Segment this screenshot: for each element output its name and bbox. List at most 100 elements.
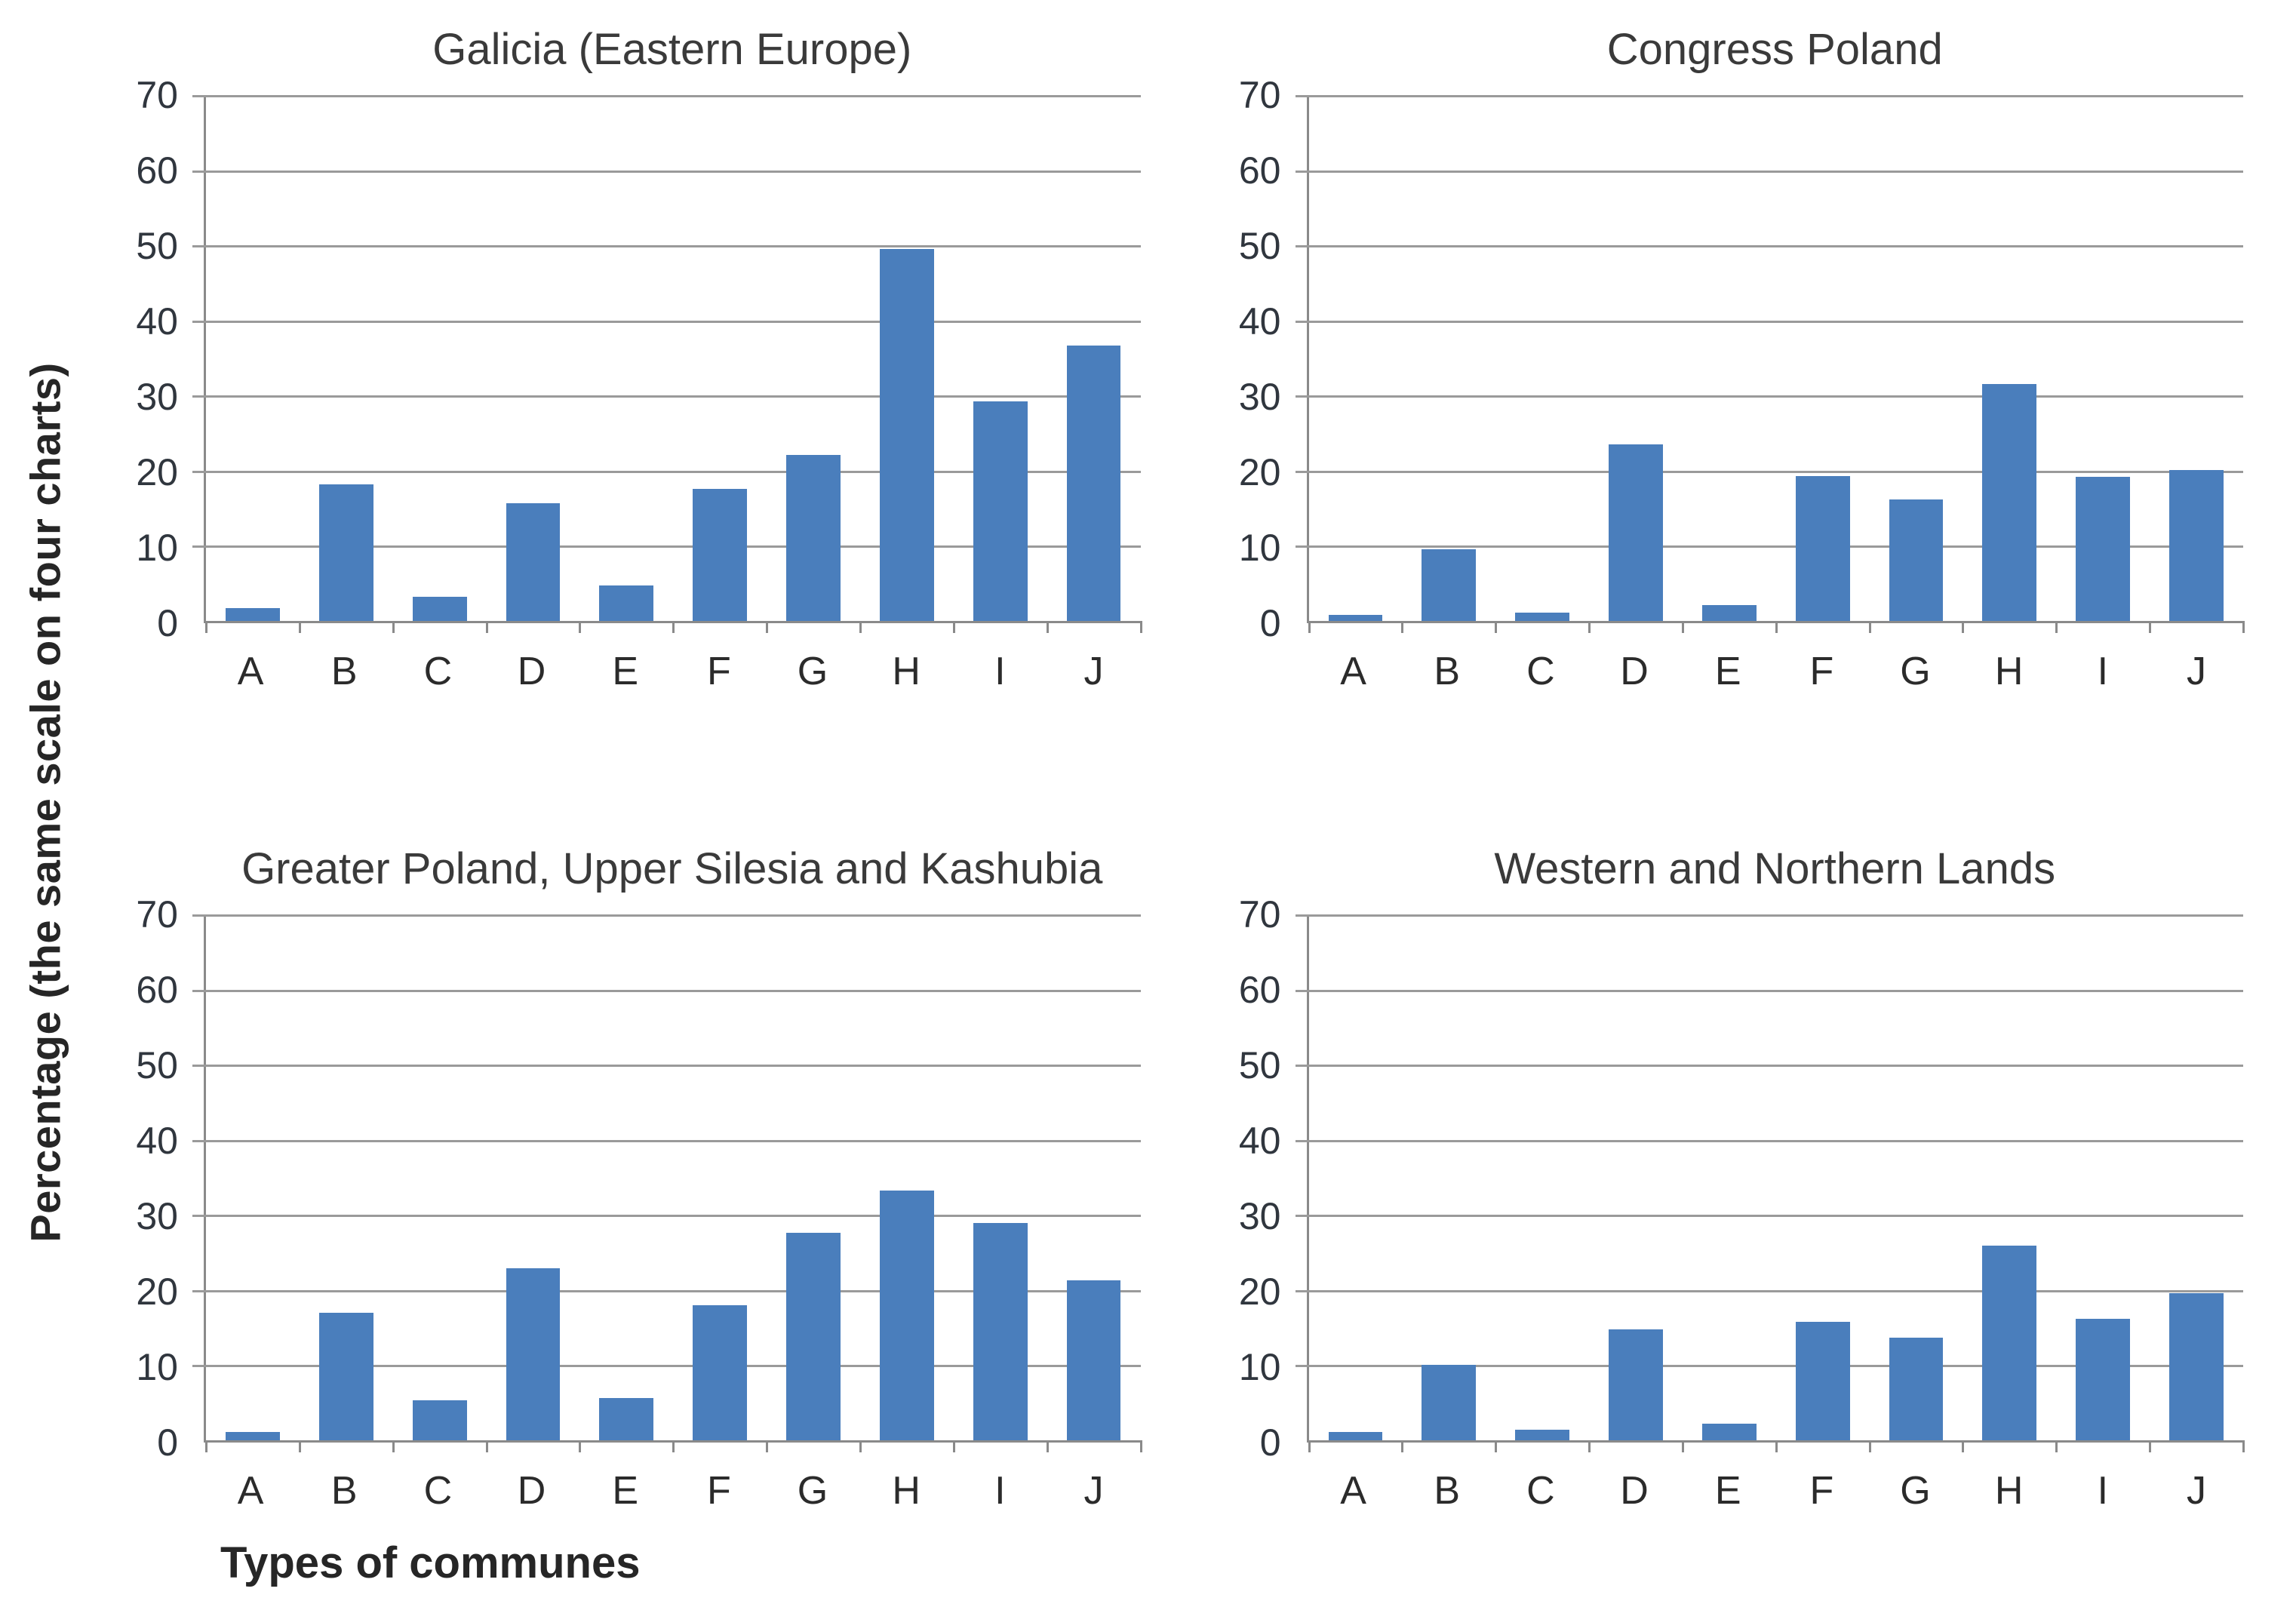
y-axis-title: Percentage (the same scale on four chart…	[0, 0, 91, 1604]
chart-galicia-eastern-europe: Galicia (Eastern Europe) 70 60 50 40 30 20 10 0…	[91, 0, 1194, 779]
x-axis-tick-mark	[1681, 621, 1684, 633]
x-tick-label-h: H	[1994, 650, 2024, 693]
x-tick-label-g: G	[797, 650, 828, 693]
bar-a	[226, 1432, 280, 1440]
x-axis-tick-mark	[2242, 1440, 2245, 1452]
bar-d	[1609, 444, 1663, 621]
x-axis-tick-labels: A B C D E F G H I J	[1307, 644, 2244, 699]
x-axis-tick-mark	[1139, 1440, 1142, 1452]
x-tick-label-j: J	[2186, 1469, 2206, 1513]
bar-g	[1889, 1337, 1944, 1440]
bar-h	[1982, 1246, 2037, 1440]
x-axis-tick-mark	[1868, 621, 1871, 633]
x-tick-label-f: F	[1809, 650, 1834, 693]
x-axis-tick-mark	[1139, 621, 1142, 633]
bar-j	[2169, 1292, 2224, 1440]
gridline-20	[192, 470, 1141, 473]
x-tick-label-g: G	[1900, 1469, 1931, 1513]
gridline-30	[192, 1215, 1141, 1218]
gridline-70	[1295, 914, 2243, 917]
bar-i	[973, 401, 1028, 621]
bar-b	[318, 484, 373, 621]
bar-e	[1701, 1424, 1757, 1440]
x-tick-label-d: D	[1620, 650, 1649, 693]
bar-c	[412, 597, 467, 621]
x-axis-tick-mark	[672, 621, 675, 633]
bar-g	[786, 1233, 841, 1440]
y-tick-label-40: 40	[1238, 1120, 1281, 1162]
gridline-70	[192, 95, 1141, 97]
plot-area	[192, 914, 1142, 1452]
bar-h	[879, 249, 934, 621]
bar-f	[1795, 475, 1850, 621]
gridline-50	[1295, 245, 2243, 248]
x-tick-label-e: E	[612, 650, 639, 693]
x-axis-tick-mark	[1775, 621, 1778, 633]
x-axis-tick-mark	[2149, 1440, 2152, 1452]
y-tick-label-10: 10	[136, 1346, 178, 1388]
bar-j	[1066, 345, 1121, 621]
x-tick-label-e: E	[1714, 1469, 1741, 1513]
y-tick-label-60: 60	[1238, 969, 1281, 1011]
x-axis-tick-mark	[766, 621, 769, 633]
x-axis-tick-mark	[1962, 1440, 1965, 1452]
y-tick-label-50: 50	[136, 1044, 178, 1086]
gridline-10	[192, 1365, 1141, 1368]
x-axis-tick-mark	[2055, 1440, 2058, 1452]
x-axis-tick-mark	[1588, 1440, 1591, 1452]
bar-i	[973, 1223, 1028, 1440]
y-axis-tick-labels: 70 60 50 40 30 20 10 0	[91, 893, 204, 1464]
bar-a	[1328, 1432, 1383, 1440]
x-tick-label-f: F	[1809, 1469, 1834, 1513]
y-tick-label-10: 10	[1238, 1346, 1281, 1388]
x-axis-tick-mark	[1868, 1440, 1871, 1452]
bar-j	[1066, 1280, 1121, 1440]
bar-f	[693, 1304, 748, 1440]
chart-body: 70 60 50 40 30 20 10 0	[1194, 893, 2296, 1464]
gridline-50	[1295, 1065, 2243, 1068]
y-tick-label-60: 60	[136, 149, 178, 192]
gridline-40	[192, 320, 1141, 323]
gridline-10	[1295, 545, 2243, 548]
x-tick-label-d: D	[1620, 1469, 1649, 1513]
y-tick-label-70: 70	[136, 74, 178, 116]
x-tick-label-b: B	[330, 1469, 358, 1513]
x-tick-label-h: H	[892, 650, 921, 693]
x-axis-tick-mark	[766, 1440, 769, 1452]
y-tick-label-0: 0	[1259, 602, 1281, 644]
y-tick-label-30: 30	[136, 1195, 178, 1237]
bar-b	[318, 1312, 373, 1440]
y-tick-label-20: 20	[136, 451, 178, 493]
x-axis-tick-mark	[1308, 621, 1311, 633]
x-tick-label-d: D	[517, 650, 546, 693]
bar-f	[1795, 1321, 1850, 1440]
chart-title: Congress Poland	[1606, 25, 1943, 74]
y-axis-tick-labels: 70 60 50 40 30 20 10 0	[1194, 893, 1307, 1464]
bar-c	[1515, 613, 1570, 621]
y-tick-label-10: 10	[1238, 527, 1281, 569]
x-axis-tick-labels: A B C D E F G H I J	[204, 644, 1141, 699]
bar-b	[1422, 1365, 1477, 1440]
x-axis-tick-mark	[485, 621, 488, 633]
x-tick-label-g: G	[797, 1469, 828, 1513]
bar-h	[879, 1191, 934, 1440]
chart-body: 70 60 50 40 30 20 10 0	[91, 893, 1194, 1464]
y-axis-tick-labels: 70 60 50 40 30 20 10 0	[91, 74, 204, 644]
y-tick-label-40: 40	[1238, 300, 1281, 343]
x-axis-tick-mark	[859, 1440, 862, 1452]
x-axis-tick-mark	[2055, 621, 2058, 633]
x-axis-tick-mark	[1495, 1440, 1498, 1452]
gridline-70	[192, 914, 1141, 917]
gridline-10	[1295, 1365, 2243, 1368]
x-tick-label-i: I	[994, 650, 1006, 693]
x-tick-label-j: J	[1083, 650, 1104, 693]
gridline-50	[192, 245, 1141, 248]
bar-j	[2169, 469, 2224, 621]
bar-e	[599, 1398, 654, 1440]
x-tick-label-a: A	[237, 650, 264, 693]
y-tick-label-60: 60	[136, 969, 178, 1011]
gridline-40	[1295, 320, 2243, 323]
x-tick-label-j: J	[1083, 1469, 1104, 1513]
x-axis-tick-mark	[2149, 621, 2152, 633]
